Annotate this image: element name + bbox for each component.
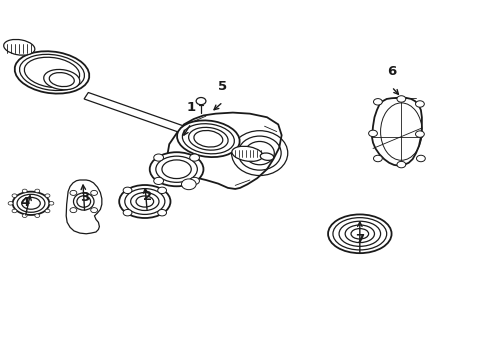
Text: 4: 4 — [21, 196, 30, 209]
Circle shape — [12, 194, 17, 197]
Circle shape — [154, 177, 164, 184]
Ellipse shape — [44, 69, 80, 90]
Circle shape — [416, 155, 425, 162]
Circle shape — [373, 99, 382, 105]
Ellipse shape — [245, 141, 274, 165]
Ellipse shape — [189, 127, 228, 150]
Circle shape — [22, 214, 27, 217]
Circle shape — [70, 190, 77, 195]
Circle shape — [91, 208, 98, 213]
Text: 5: 5 — [219, 80, 227, 93]
Circle shape — [35, 189, 40, 193]
Circle shape — [12, 209, 17, 213]
Polygon shape — [372, 98, 422, 166]
Text: 2: 2 — [143, 190, 152, 203]
Circle shape — [190, 177, 199, 184]
Ellipse shape — [13, 192, 49, 215]
Ellipse shape — [232, 146, 263, 161]
Circle shape — [158, 210, 167, 216]
Circle shape — [45, 194, 50, 197]
Polygon shape — [66, 180, 102, 234]
Text: 1: 1 — [187, 102, 196, 114]
Polygon shape — [84, 93, 201, 138]
Text: 7: 7 — [355, 233, 365, 246]
Circle shape — [416, 101, 424, 107]
Circle shape — [91, 190, 98, 195]
Circle shape — [181, 179, 196, 190]
Circle shape — [35, 214, 40, 217]
Circle shape — [45, 209, 50, 213]
Circle shape — [190, 154, 199, 161]
Polygon shape — [166, 113, 282, 189]
Circle shape — [373, 155, 382, 162]
Ellipse shape — [150, 152, 203, 186]
Circle shape — [8, 202, 13, 205]
Circle shape — [158, 187, 167, 194]
Ellipse shape — [15, 51, 89, 94]
Circle shape — [154, 154, 164, 161]
Ellipse shape — [328, 215, 392, 253]
Text: 6: 6 — [387, 65, 396, 78]
Circle shape — [22, 189, 27, 193]
Circle shape — [416, 131, 424, 137]
Circle shape — [196, 98, 206, 105]
Ellipse shape — [177, 120, 240, 157]
Ellipse shape — [4, 40, 35, 55]
Circle shape — [368, 130, 377, 136]
Text: 3: 3 — [80, 191, 89, 204]
Ellipse shape — [260, 153, 274, 161]
Circle shape — [397, 96, 406, 102]
Circle shape — [49, 202, 54, 205]
Circle shape — [123, 210, 132, 216]
Circle shape — [123, 187, 132, 194]
Circle shape — [397, 161, 406, 168]
Circle shape — [70, 208, 77, 213]
Ellipse shape — [119, 185, 171, 218]
